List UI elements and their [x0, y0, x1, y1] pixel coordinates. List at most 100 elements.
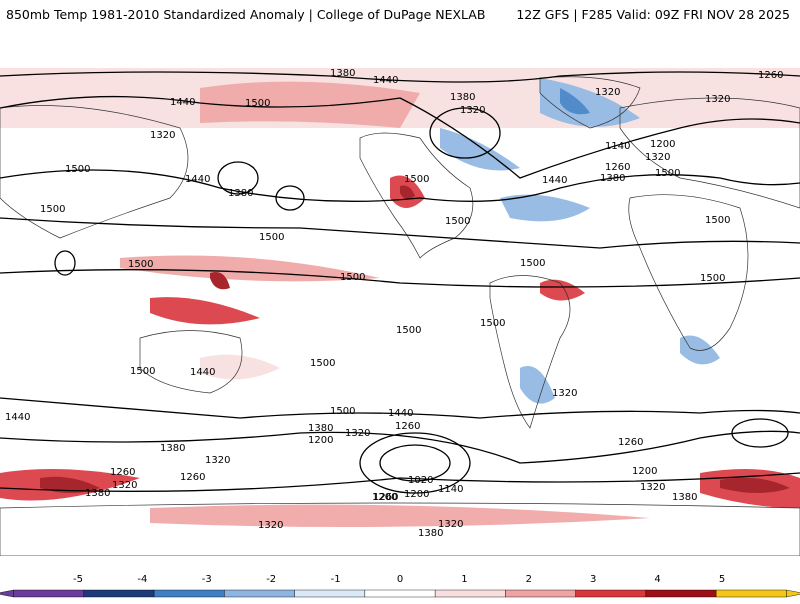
contour-label: 1320	[645, 152, 670, 163]
contour-label: 1500	[40, 204, 65, 215]
maritime-continent-anomaly	[150, 297, 260, 325]
map-svg: 1380 1440 1260 1320 1500 1440 1380 1320 …	[0, 68, 800, 556]
contour-label: 1260	[605, 162, 630, 173]
contour-label: 1440	[190, 367, 215, 378]
contour-label: 1500	[480, 318, 505, 329]
contour-label: 1500	[655, 168, 680, 179]
colorbar-tick-label: 4	[654, 574, 660, 585]
contour-line	[731, 418, 789, 448]
contour-line	[359, 432, 471, 494]
contour-label: 1440	[388, 408, 413, 419]
contour-line	[0, 472, 800, 492]
colorbar-tick-label: -1	[331, 574, 341, 585]
contour-label: 1260	[180, 472, 205, 483]
colorbar-segment	[575, 589, 647, 598]
world-map: 1380 1440 1260 1320 1500 1440 1380 1320 …	[0, 68, 800, 556]
contour-label: 1500	[245, 98, 270, 109]
contour-line	[0, 269, 800, 288]
contour-label: 1320	[640, 482, 665, 493]
south-america-anomaly	[540, 279, 585, 301]
colorbar-tick-label: 1	[461, 574, 467, 585]
north-pacific-anomaly	[200, 81, 420, 128]
contour-label: 1200	[372, 492, 397, 503]
contour-label: 1200	[632, 466, 657, 477]
colorbar-tick-label: -3	[202, 574, 212, 585]
colorbar-segment	[13, 589, 85, 598]
contour-label: 1200	[308, 435, 333, 446]
contour-label: 1320	[112, 480, 137, 491]
contour-line	[0, 71, 800, 83]
contour-label: 1260	[395, 421, 420, 432]
contour-label: 1020	[408, 475, 433, 486]
contour-label: 1380	[228, 188, 253, 199]
colorbar-segment	[83, 589, 155, 598]
contour-label: 1500	[330, 406, 355, 417]
contour-label: 1140	[438, 484, 463, 495]
patagonia-anomaly	[520, 366, 555, 404]
contour-label: 1500	[520, 258, 545, 269]
eurasia-west-outline	[0, 105, 189, 239]
contour-label: 1260	[373, 492, 398, 503]
contour-label: 1320	[705, 94, 730, 105]
antarctic-core-west	[40, 476, 100, 493]
contour-line	[0, 397, 800, 419]
contour-label: 1380	[450, 92, 475, 103]
south-africa-anomaly	[680, 335, 720, 365]
contour-label: 1260	[110, 467, 135, 478]
colorbar-segment	[645, 589, 717, 598]
contour-label: 1380	[160, 443, 185, 454]
contour-line	[217, 161, 259, 195]
southern-ocean-anomaly	[150, 504, 650, 527]
contour-line	[275, 185, 305, 211]
contour-label: 1380	[672, 492, 697, 503]
contour-label: 1500	[700, 273, 725, 284]
colorbar-segment	[294, 589, 366, 598]
equatorial-pacific-anomaly	[120, 255, 380, 282]
contour-label: 1500	[65, 164, 90, 175]
contour-label: 1380	[600, 173, 625, 184]
contour-line	[429, 107, 501, 159]
colorbar-segment	[434, 589, 506, 598]
contour-label: 1500	[128, 259, 153, 270]
contour-label: 1320	[595, 87, 620, 98]
contour-label: 1440	[185, 174, 210, 185]
contour-label: 1320	[150, 130, 175, 141]
contour-label: 1500	[396, 325, 421, 336]
colorbar-tick-label: 3	[590, 574, 596, 585]
contour-label: 1320	[345, 428, 370, 439]
colorbar-tick-label: -2	[266, 574, 276, 585]
contour-labels: 1380 1440 1260 1320 1500 1440 1380 1320 …	[5, 68, 783, 539]
contour-label: 1320	[460, 105, 485, 116]
colorbar-max-arrow	[786, 589, 800, 598]
contour-label: 1440	[5, 412, 30, 423]
colorbar-segment	[715, 589, 787, 598]
colorbar-segment	[224, 589, 295, 598]
contour-label: 1440	[542, 175, 567, 186]
contour-label: 1500	[705, 215, 730, 226]
contour-label: 1380	[330, 68, 355, 79]
contour-label: 1320	[438, 519, 463, 530]
colorbar-segment	[505, 589, 576, 598]
colorbar-min-arrow	[0, 589, 14, 598]
greenland-outline	[539, 76, 641, 129]
antarctica-outline	[0, 502, 800, 556]
height-contours	[0, 71, 800, 494]
colorbar-segment	[153, 589, 225, 598]
contour-label: 1380	[418, 528, 443, 539]
contour-label: 1500	[259, 232, 284, 243]
contour-label: 1500	[445, 216, 470, 227]
contour-label: 1380	[85, 488, 110, 499]
map-background	[0, 68, 800, 556]
colorbar-segment	[364, 589, 436, 598]
colorbar-tick-labels: -5 -4 -3 -2 -1 0 1 2 3 4 5	[73, 574, 725, 585]
contour-label: 1200	[404, 489, 429, 500]
contour-label: 1500	[340, 272, 365, 283]
contour-label: 1320	[258, 520, 283, 531]
colorbar-svg: -5 -4 -3 -2 -1 0 1 2 3 4 5	[0, 574, 800, 598]
west-us-core-anomaly	[400, 185, 415, 199]
colorbar-tick-label: 5	[719, 574, 725, 585]
antarctic-core-east	[720, 477, 790, 493]
contour-label: 1320	[552, 388, 577, 399]
colorbar-tick-label: -5	[73, 574, 83, 585]
colorbar: -5 -4 -3 -2 -1 0 1 2 3 4 5	[0, 568, 800, 600]
